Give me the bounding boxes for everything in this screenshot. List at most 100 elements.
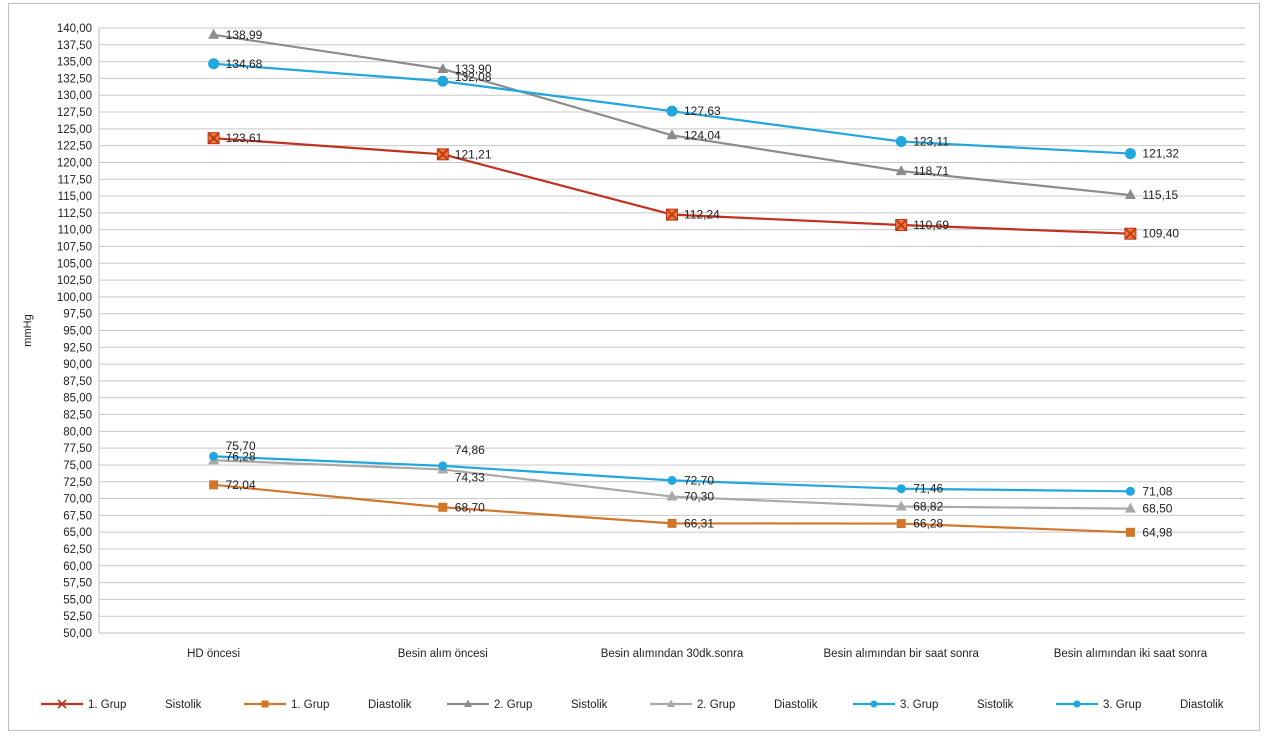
data-point	[209, 451, 219, 461]
y-tick-label: 97,50	[63, 309, 92, 321]
data-label: 138,99	[226, 28, 263, 42]
y-axis-ticks: 50,00 52,50 55,00 57,50 60,00 62,50 65,00 67,50…	[57, 23, 92, 640]
legend-group-label: 2. Grup	[697, 699, 735, 711]
data-point-cross	[1124, 228, 1137, 240]
data-point	[666, 105, 678, 117]
data-point	[1124, 148, 1136, 160]
legend-item: 1. Grup Diastolik	[244, 699, 412, 711]
legend-group-label: 1. Grup	[291, 699, 329, 711]
data-point	[437, 63, 449, 74]
data-point	[437, 75, 449, 87]
data-label: 72,04	[226, 478, 256, 492]
data-label: 133,90	[455, 62, 492, 76]
legend-marker	[870, 700, 878, 708]
grid-lines	[98, 27, 1245, 634]
data-label: 66,31	[684, 516, 714, 530]
data-label: 74,33	[455, 470, 485, 484]
data-point	[667, 475, 677, 485]
series-line	[213, 455, 1131, 493]
y-tick-label: 57,50	[63, 578, 92, 590]
legend-kind-label: Diastolik	[368, 699, 412, 711]
data-label: 112,24	[684, 208, 720, 222]
y-tick-label: 85,00	[63, 393, 92, 405]
legend-marker	[667, 699, 675, 707]
data-point	[896, 519, 906, 529]
legend-kind-label: Sistolik	[571, 699, 608, 711]
legend-group-label: 3. Grup	[1103, 699, 1141, 711]
y-tick-label: 65,00	[63, 527, 92, 539]
y-tick-label: 102,50	[57, 275, 92, 287]
data-label: 75,70	[226, 439, 256, 453]
series-6	[209, 451, 1135, 496]
y-tick-label: 125,00	[57, 124, 92, 136]
y-tick-label: 55,00	[63, 594, 92, 606]
y-tick-label: 62,50	[63, 544, 92, 556]
data-point-cross	[895, 219, 907, 231]
y-tick-label: 70,00	[63, 494, 92, 506]
y-tick-label: 120,00	[57, 157, 92, 169]
data-label: 71,08	[1142, 484, 1172, 498]
legend-marker	[1073, 700, 1081, 708]
legend-item: 3. Grup Sistolik	[853, 699, 1014, 711]
y-tick-label: 110,00	[58, 225, 92, 237]
legend-item: 2. Grup Sistolik	[447, 699, 608, 711]
data-label: 121,32	[1142, 147, 1179, 161]
data-point-cross	[437, 148, 449, 160]
y-tick-label: 140,00	[57, 23, 92, 35]
data-label: 71,46	[913, 482, 943, 496]
legend-item: 1. Grup Sistolik	[41, 699, 202, 711]
legend-kind-label: Sistolik	[165, 699, 202, 711]
data-label: 121,21	[455, 147, 492, 161]
data-point	[1125, 527, 1135, 537]
data-point	[438, 502, 448, 512]
x-category-label: Besin alımından 30dk.sonra	[601, 648, 744, 660]
series-layer	[207, 28, 1137, 537]
data-label: 134,68	[226, 57, 263, 71]
data-point	[1124, 502, 1136, 513]
data-label: 127,63	[684, 104, 721, 118]
y-tick-label: 50,00	[63, 628, 92, 640]
data-label: 118,71	[913, 164, 949, 178]
data-label: 110,69	[913, 218, 949, 232]
legend-item: 3. Grup Diastolik	[1056, 699, 1224, 711]
y-tick-label: 95,00	[63, 326, 92, 338]
data-point-cross	[666, 208, 678, 221]
data-point	[666, 490, 678, 501]
data-label: 72,70	[684, 473, 714, 487]
data-point-cross	[207, 132, 220, 144]
y-tick-label: 87,50	[63, 376, 92, 388]
y-tick-label: 92,50	[63, 342, 92, 354]
data-label: 70,30	[684, 490, 714, 504]
data-label: 123,11	[913, 135, 949, 149]
data-label: 68,70	[455, 500, 485, 514]
data-label: 68,50	[1142, 502, 1172, 516]
y-tick-label: 75,00	[63, 460, 92, 472]
y-tick-label: 115,00	[58, 191, 92, 203]
data-label: 74,86	[455, 443, 485, 457]
data-label: 109,40	[1142, 227, 1179, 241]
data-point	[1125, 486, 1135, 496]
y-tick-label: 135,00	[57, 57, 92, 69]
legend: 1. Grup Sistolik 1. Grup Diastolik 2. Grup Si…	[41, 699, 1224, 711]
legend-group-label: 1. Grup	[88, 699, 126, 711]
data-label: 76,28	[226, 449, 256, 463]
y-tick-label: 107,50	[57, 241, 92, 253]
data-point	[209, 480, 219, 490]
legend-kind-label: Diastolik	[1180, 699, 1224, 711]
data-labels: 123,61 121,21 112,24 110,69 109,40 72,04 68,70…	[226, 28, 1180, 540]
series-1	[207, 132, 1137, 240]
data-label: 132,08	[455, 70, 492, 84]
y-tick-label: 82,50	[63, 410, 92, 422]
y-tick-label: 105,00	[57, 258, 92, 270]
y-tick-label: 67,50	[63, 510, 92, 522]
y-tick-label: 117,50	[58, 174, 92, 186]
legend-marker	[57, 699, 67, 709]
y-tick-label: 130,00	[57, 90, 92, 102]
data-point	[1124, 189, 1136, 200]
data-point	[895, 165, 907, 176]
legend-marker	[464, 699, 472, 707]
y-tick-label: 80,00	[63, 426, 92, 438]
y-tick-label: 60,00	[63, 561, 92, 573]
legend-group-label: 2. Grup	[494, 699, 532, 711]
y-tick-label: 77,50	[63, 443, 92, 455]
